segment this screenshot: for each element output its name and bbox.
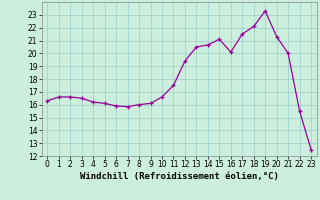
X-axis label: Windchill (Refroidissement éolien,°C): Windchill (Refroidissement éolien,°C) [80,172,279,181]
